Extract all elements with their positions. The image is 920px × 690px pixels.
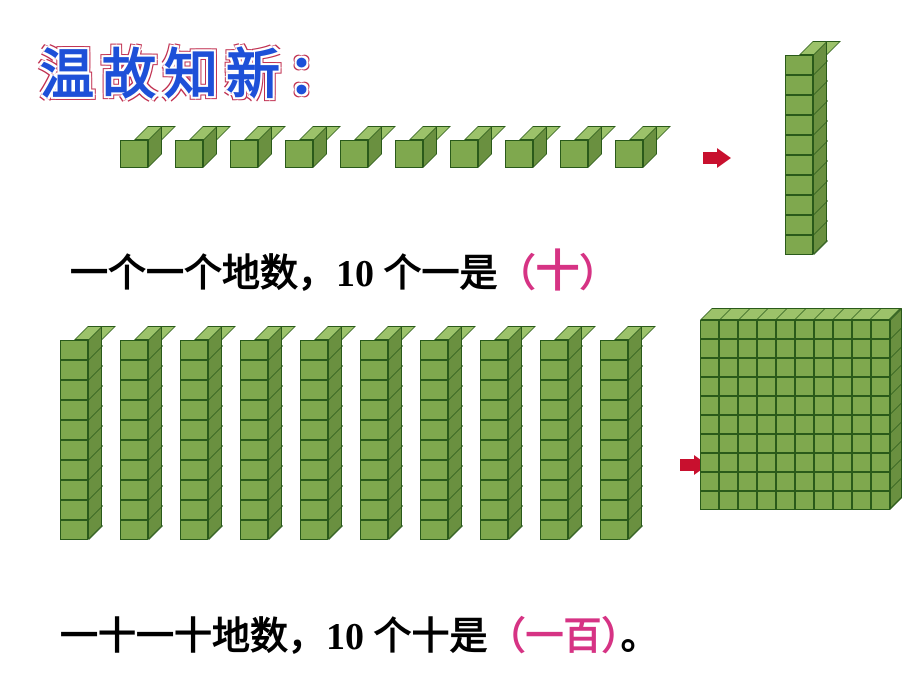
ten-column — [360, 340, 388, 540]
sentence-1: 一个一个地数，10 个一是（十） — [70, 235, 618, 299]
paren-open: （ — [498, 253, 536, 295]
paren-open: （ — [488, 616, 526, 658]
unit-cube — [450, 140, 478, 168]
unit-cube — [285, 140, 313, 168]
unit-cube — [560, 140, 588, 168]
sentence-2: 一十一十地数，10 个十是（一百）。 — [60, 605, 659, 660]
unit-cube — [175, 140, 203, 168]
unit-cube — [615, 140, 643, 168]
arrow-icon — [703, 148, 731, 168]
paren-close: ） — [580, 253, 618, 295]
ten-column — [180, 340, 208, 540]
ten-column — [540, 340, 568, 540]
unit-cube — [120, 140, 148, 168]
ten-column — [120, 340, 148, 540]
unit-cube — [395, 140, 423, 168]
page-title: 温故知新： — [40, 30, 350, 109]
period: 。 — [621, 616, 659, 658]
sentence-1-prefix: 一个一个地数，10 个一是 — [70, 253, 498, 295]
unit-cube — [505, 140, 533, 168]
unit-cube — [340, 140, 368, 168]
ten-column — [420, 340, 448, 540]
ten-column — [60, 340, 88, 540]
unit-cube — [230, 140, 258, 168]
paren-close: ） — [602, 616, 621, 658]
ten-column — [480, 340, 508, 540]
ten-column — [240, 340, 268, 540]
ten-column — [600, 340, 628, 540]
fill-hundred: 一百 — [526, 616, 602, 658]
fill-ten: 十 — [536, 247, 580, 296]
sentence-2-prefix: 一十一十地数，10 个十是 — [60, 616, 488, 658]
ten-column — [300, 340, 328, 540]
